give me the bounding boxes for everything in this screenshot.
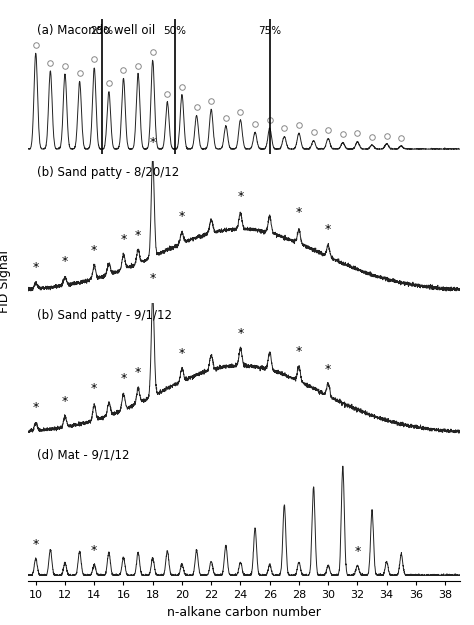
- Text: (a) Macondo well oil: (a) Macondo well oil: [37, 24, 155, 37]
- Text: *: *: [135, 229, 141, 241]
- Text: *: *: [91, 544, 97, 558]
- X-axis label: n-alkane carbon number: n-alkane carbon number: [167, 606, 321, 619]
- Text: *: *: [237, 327, 244, 339]
- Text: *: *: [325, 362, 331, 376]
- Text: *: *: [354, 545, 361, 558]
- Text: *: *: [296, 206, 302, 219]
- Text: (d) Mat - 9/1/12: (d) Mat - 9/1/12: [37, 448, 129, 461]
- Text: FID Signal: FID Signal: [0, 250, 11, 312]
- Text: *: *: [296, 345, 302, 358]
- Text: *: *: [237, 190, 244, 203]
- Text: *: *: [33, 538, 39, 551]
- Text: 75%: 75%: [258, 26, 281, 36]
- Text: *: *: [120, 372, 127, 386]
- Text: *: *: [179, 347, 185, 360]
- Text: (b) Sand patty - 8/20/12: (b) Sand patty - 8/20/12: [37, 166, 179, 179]
- Text: *: *: [33, 401, 39, 414]
- Text: *: *: [325, 222, 331, 236]
- Text: *: *: [135, 366, 141, 379]
- Text: *: *: [91, 382, 97, 394]
- Text: *: *: [62, 255, 68, 268]
- Text: *: *: [120, 233, 127, 246]
- Text: *: *: [179, 210, 185, 222]
- Text: *: *: [150, 272, 156, 285]
- Text: *: *: [62, 395, 68, 408]
- Text: *: *: [33, 261, 39, 274]
- Text: (b) Sand patty - 9/1/12: (b) Sand patty - 9/1/12: [37, 309, 172, 322]
- Text: *: *: [150, 136, 156, 149]
- Text: *: *: [91, 244, 97, 257]
- Text: 25%: 25%: [90, 26, 113, 36]
- Text: 50%: 50%: [163, 26, 186, 36]
